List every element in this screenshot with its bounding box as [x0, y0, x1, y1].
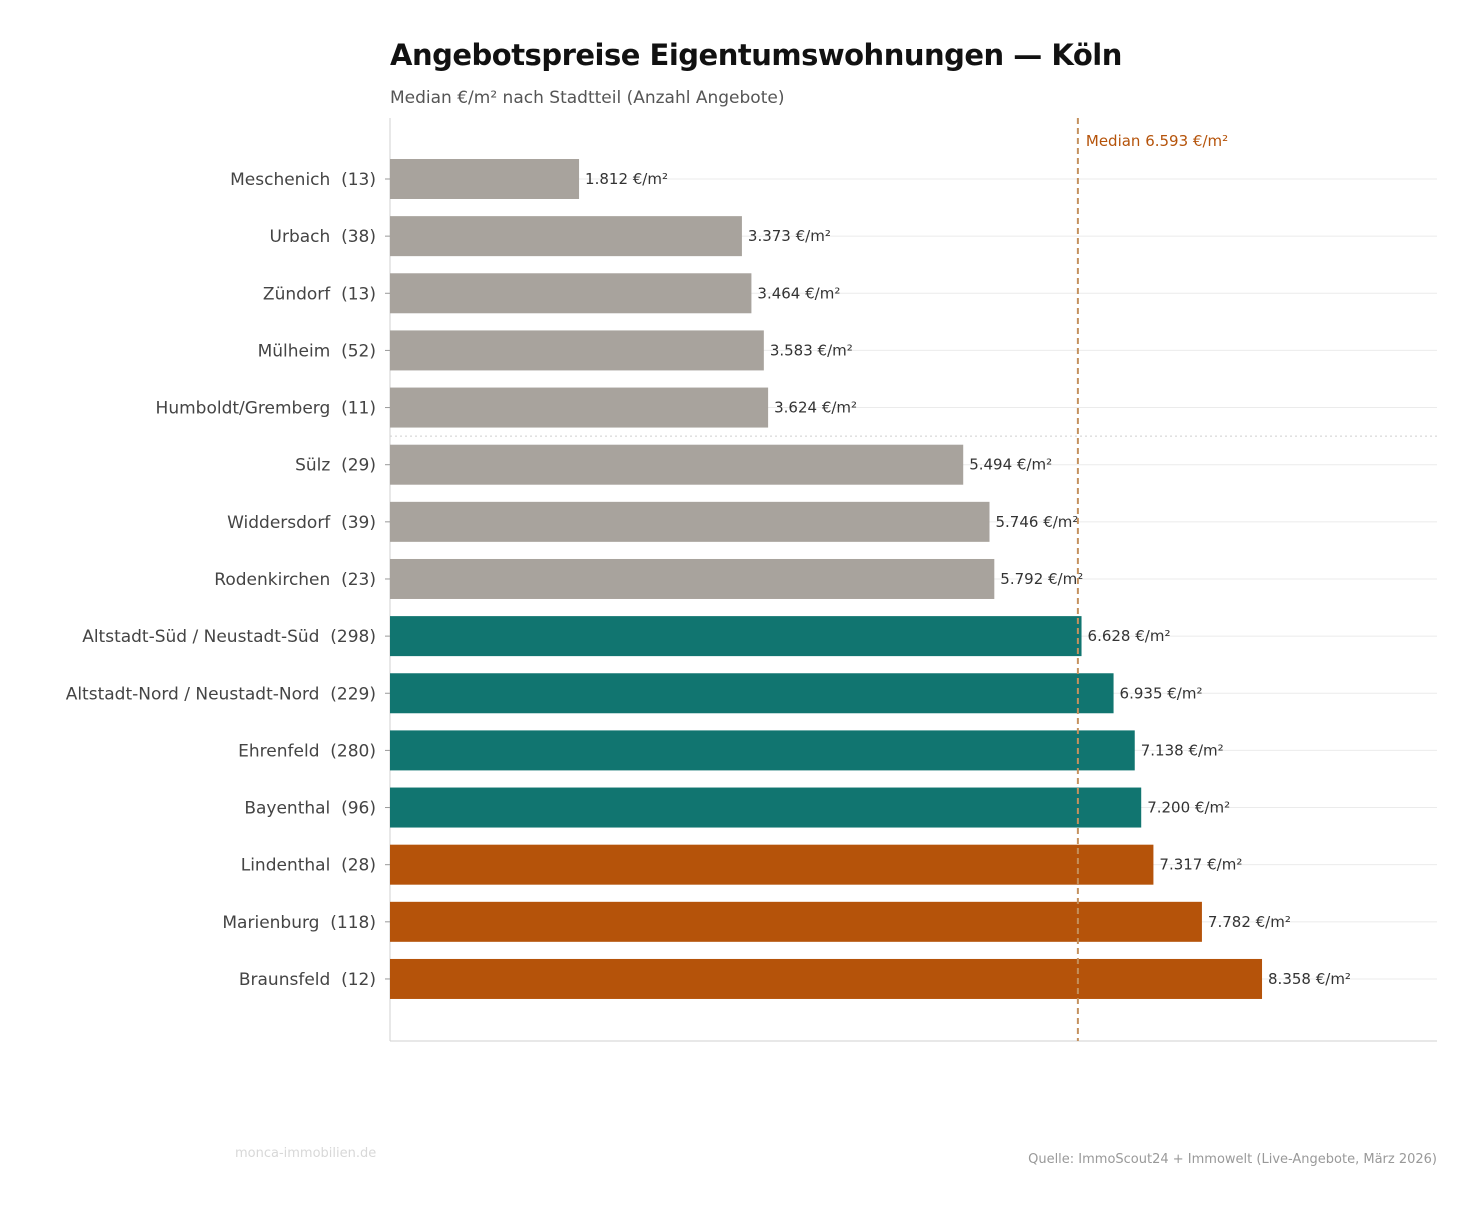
data-label: 3.464 €/m² [757, 284, 840, 302]
category-label: Zündorf (13) [263, 284, 376, 304]
data-label: 3.624 €/m² [774, 399, 857, 417]
bar [390, 273, 752, 314]
bar [390, 501, 990, 542]
bar [390, 444, 964, 485]
category-label: Mülheim (52) [258, 341, 376, 361]
category-label: Urbach (38) [270, 227, 376, 247]
category-label: Lindenthal (28) [241, 856, 376, 876]
data-label: 5.792 €/m² [1000, 570, 1083, 588]
category-label: Marienburg (118) [222, 913, 376, 933]
bar [390, 958, 1263, 999]
data-label: 3.583 €/m² [770, 341, 853, 359]
bar [390, 730, 1135, 771]
category-label: Braunsfeld (12) [239, 970, 376, 990]
chart-title: Angebotspreise Eigentumswohnungen — Köln [390, 38, 1122, 72]
data-label: 7.317 €/m² [1159, 856, 1242, 874]
category-label: Ehrenfeld (280) [238, 741, 376, 761]
bar [390, 673, 1114, 714]
data-label: 7.138 €/m² [1141, 741, 1224, 759]
bar [390, 330, 764, 371]
bar [390, 901, 1202, 942]
bar [390, 216, 742, 257]
data-label: 6.935 €/m² [1120, 684, 1203, 702]
bar [390, 844, 1154, 885]
data-label: 3.373 €/m² [748, 227, 831, 245]
bar [390, 159, 580, 199]
category-label: Widdersdorf (39) [227, 513, 376, 533]
data-label: 8.358 €/m² [1268, 970, 1351, 988]
chart-subtitle: Median €/m² nach Stadtteil (Anzahl Angeb… [390, 88, 785, 108]
bar [390, 787, 1142, 828]
bar [390, 616, 1082, 657]
category-label: Bayenthal (96) [244, 799, 376, 819]
category-label: Sülz (29) [295, 456, 376, 476]
category-label: Altstadt-Süd / Neustadt-Süd (298) [82, 627, 376, 647]
category-label: Humboldt/Gremberg (11) [156, 399, 376, 419]
data-label: 5.494 €/m² [969, 456, 1052, 474]
category-label: Meschenich (13) [230, 170, 376, 190]
bar [390, 387, 769, 428]
data-label: 7.200 €/m² [1147, 799, 1230, 817]
data-label: 6.628 €/m² [1088, 627, 1171, 645]
bar [390, 558, 995, 599]
category-label: Altstadt-Nord / Neustadt-Nord (229) [66, 684, 376, 704]
data-label: 5.746 €/m² [996, 513, 1079, 531]
category-label: Rodenkirchen (23) [214, 570, 376, 590]
source-note: Quelle: ImmoScout24 + Immowelt (Live-Ang… [1028, 1152, 1437, 1167]
median-label: Median 6.593 €/m² [1086, 132, 1228, 150]
data-label: 1.812 €/m² [585, 170, 668, 188]
brand-watermark: monca-immobilien.de [235, 1146, 377, 1161]
data-label: 7.782 €/m² [1208, 913, 1291, 931]
